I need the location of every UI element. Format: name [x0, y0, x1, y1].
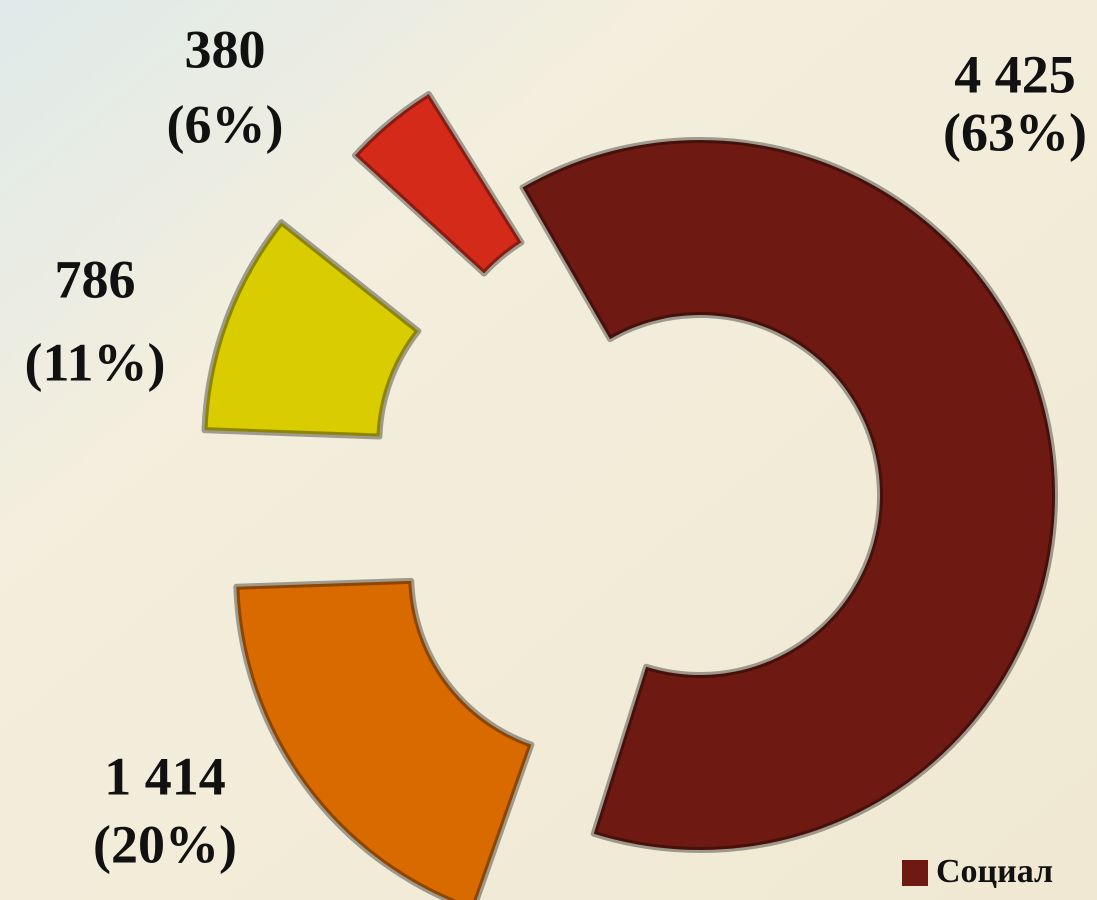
data-label: 380 — [185, 19, 266, 79]
donut-segment — [201, 219, 422, 440]
donut-segment — [233, 577, 535, 900]
donut-segment — [519, 137, 1058, 853]
data-label: 4 425 — [954, 44, 1076, 104]
data-label: 786 — [55, 249, 136, 309]
percentage-label: (63%) — [943, 102, 1087, 162]
legend-label: Социал — [936, 853, 1053, 890]
percentage-label: (20%) — [93, 814, 237, 874]
data-label: 1 414 — [104, 746, 226, 806]
percentage-label: (6%) — [167, 94, 284, 154]
donut-segment — [351, 91, 525, 277]
percentage-label: (11%) — [25, 332, 166, 392]
legend-swatch — [902, 860, 928, 886]
